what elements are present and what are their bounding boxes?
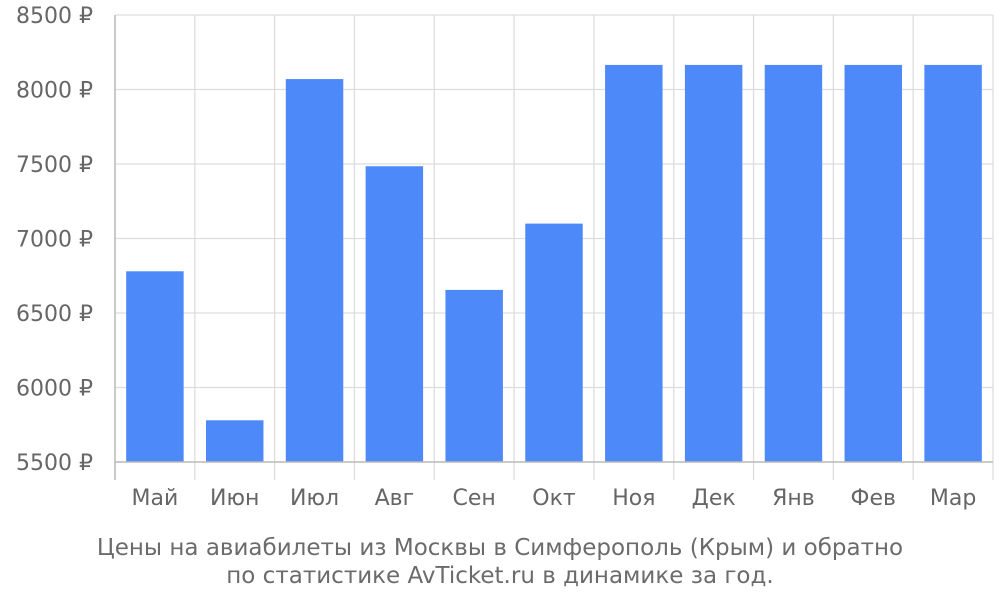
bars — [126, 64, 982, 463]
y-tick-label: 8500 ₽ — [16, 4, 93, 29]
bar-5 — [445, 289, 503, 462]
x-tick-label: Дек — [692, 486, 736, 511]
x-tick-label: Май — [132, 486, 179, 511]
x-tick-label: Июл — [290, 486, 339, 511]
bar-6 — [525, 223, 583, 462]
axes — [114, 15, 993, 480]
chart-caption-line-1: Цены на авиабилеты из Москвы в Симферопо… — [96, 535, 904, 561]
bar-8 — [684, 64, 743, 462]
bar-11 — [924, 64, 982, 462]
x-tick-label: Авг — [375, 486, 415, 511]
y-tick-label: 7500 ₽ — [16, 153, 93, 178]
y-tick-label: 6500 ₽ — [16, 302, 93, 327]
x-tick-label: Ноя — [612, 486, 655, 511]
bar-9 — [764, 64, 823, 462]
y-tick-label: 7000 ₽ — [16, 228, 93, 253]
y-tick-label: 6000 ₽ — [16, 377, 93, 402]
x-axis-tick-labels: Май Июн Июл Авг Сен Окт Ноя Дек Янв Фев Мар — [132, 486, 977, 511]
y-tick-label: 8000 ₽ — [16, 79, 93, 104]
x-tick-label: Окт — [532, 486, 576, 511]
x-tick-label: Июн — [210, 486, 259, 511]
y-axis-tick-labels: 5500 ₽ 6000 ₽ 6500 ₽ 7000 ₽ 7500 ₽ 8000 ₽ 8500… — [16, 4, 93, 476]
bar-10 — [844, 64, 903, 462]
x-tick-label: Фев — [851, 486, 896, 511]
x-tick-label: Мар — [930, 486, 976, 511]
y-tick-label: 5500 ₽ — [16, 451, 93, 476]
grid — [114, 14, 994, 480]
x-tick-label: Янв — [772, 486, 815, 511]
x-tick-label: Сен — [453, 486, 496, 511]
bar-1 — [126, 271, 184, 462]
bar-7 — [605, 64, 663, 462]
chart-caption-line-2: по статистике AvTicket.ru в динамике за … — [226, 563, 774, 589]
bar-3 — [285, 79, 344, 462]
bar-4 — [365, 166, 424, 463]
bar-2 — [205, 420, 264, 462]
